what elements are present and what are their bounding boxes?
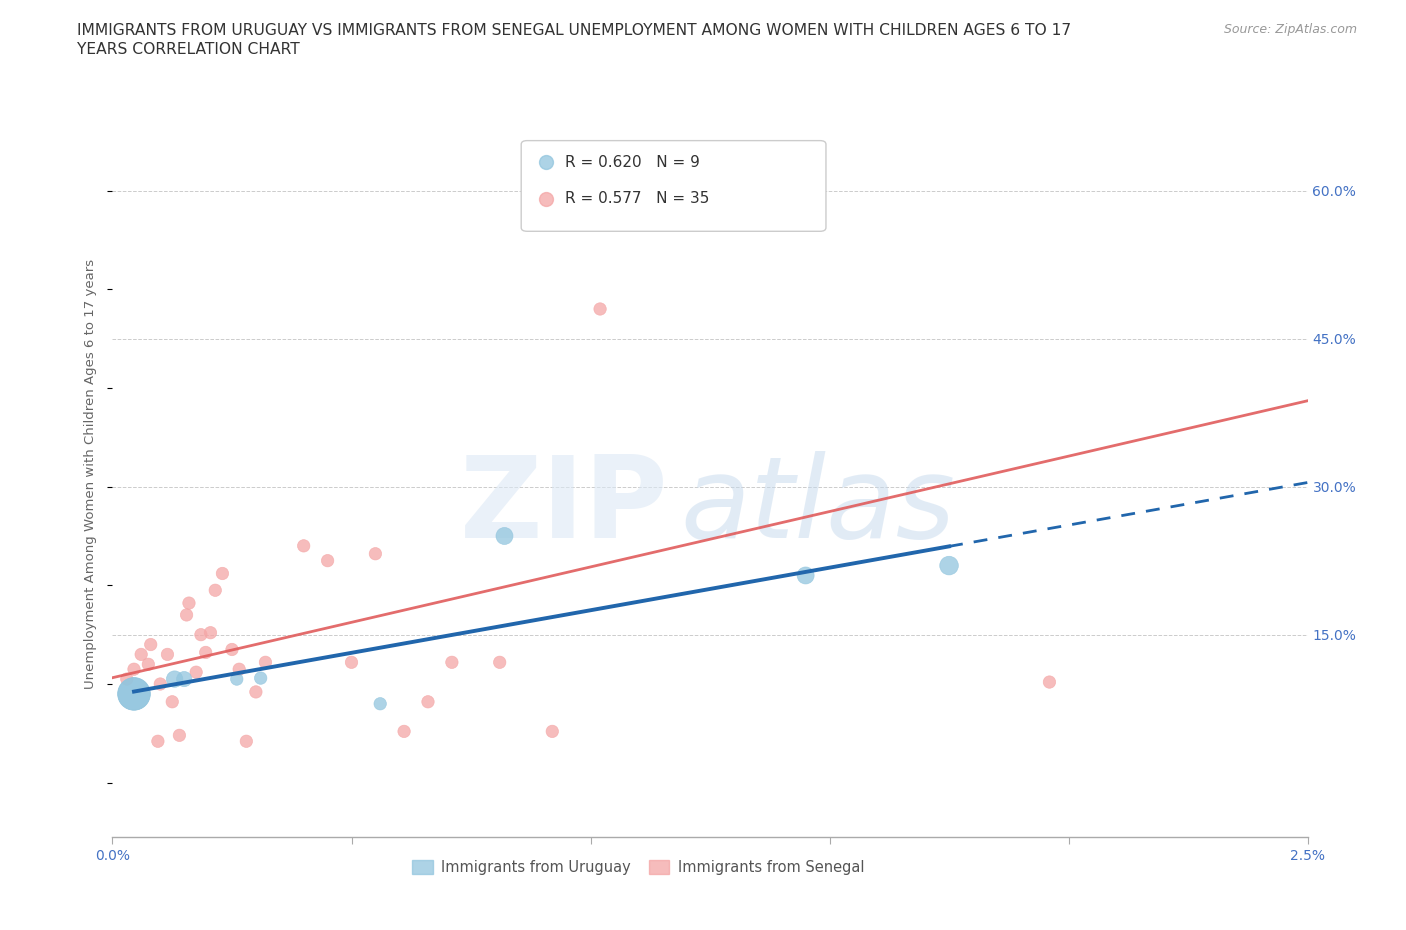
Point — [364, 546, 387, 561]
Point — [340, 655, 363, 670]
Text: Source: ZipAtlas.com: Source: ZipAtlas.com — [1223, 23, 1357, 36]
Point — [1038, 674, 1060, 689]
Point — [440, 655, 463, 670]
Point — [794, 568, 817, 583]
Point — [138, 657, 160, 671]
Point — [416, 695, 439, 710]
Point — [211, 566, 233, 581]
Point — [245, 684, 267, 699]
Point — [254, 655, 277, 670]
Point — [494, 528, 516, 543]
Point — [177, 595, 200, 610]
Legend: Immigrants from Uruguay, Immigrants from Senegal: Immigrants from Uruguay, Immigrants from… — [406, 854, 870, 881]
Point — [938, 558, 960, 573]
Text: atlas: atlas — [681, 451, 955, 563]
Point — [176, 607, 198, 622]
Point — [235, 734, 257, 749]
Text: R = 0.577   N = 35: R = 0.577 N = 35 — [565, 192, 710, 206]
Point — [115, 671, 138, 686]
Point — [249, 671, 271, 685]
Point — [292, 538, 315, 553]
Y-axis label: Unemployment Among Women with Children Ages 6 to 17 years: Unemployment Among Women with Children A… — [83, 259, 97, 689]
Point — [316, 553, 339, 568]
Point — [392, 724, 415, 738]
Point — [488, 655, 510, 670]
Text: R = 0.620   N = 9: R = 0.620 N = 9 — [565, 155, 700, 170]
FancyBboxPatch shape — [522, 140, 825, 232]
Point — [190, 627, 212, 642]
Text: IMMIGRANTS FROM URUGUAY VS IMMIGRANTS FROM SENEGAL UNEMPLOYMENT AMONG WOMEN WITH: IMMIGRANTS FROM URUGUAY VS IMMIGRANTS FR… — [77, 23, 1071, 38]
Point — [225, 671, 247, 686]
Point — [194, 645, 217, 660]
Point — [163, 671, 186, 686]
Point — [122, 662, 145, 677]
Point — [541, 724, 564, 738]
Point — [204, 583, 226, 598]
Point — [129, 647, 152, 662]
Point — [200, 625, 222, 640]
Point — [149, 677, 172, 692]
Point — [139, 637, 162, 652]
Point — [368, 697, 391, 711]
Point — [228, 662, 250, 677]
Point — [186, 665, 208, 680]
Point — [169, 728, 191, 743]
Text: YEARS CORRELATION CHART: YEARS CORRELATION CHART — [77, 42, 299, 57]
Point — [780, 164, 803, 179]
Point — [221, 642, 243, 657]
Point — [122, 686, 145, 701]
Point — [122, 686, 145, 701]
Point — [173, 671, 195, 686]
Point — [589, 301, 612, 316]
Point — [146, 734, 169, 749]
Point — [156, 647, 179, 662]
Text: ZIP: ZIP — [460, 451, 668, 563]
Point — [162, 695, 183, 710]
